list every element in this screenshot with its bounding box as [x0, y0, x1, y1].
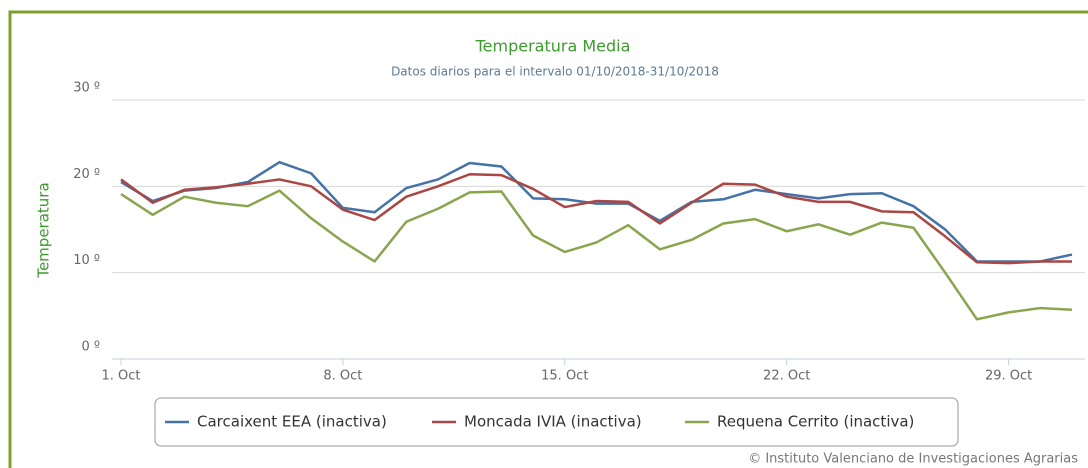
y-tick-label: 20 º	[73, 167, 100, 182]
legend-label: Moncada IVIA (inactiva)	[464, 413, 642, 431]
chart-subtitle: Datos diarios para el intervalo 01/10/20…	[391, 65, 719, 79]
legend-label: Requena Cerrito (inactiva)	[717, 413, 914, 431]
chart-title: Temperatura Media	[475, 37, 631, 56]
series-line	[120, 189, 1073, 321]
y-axis-title: Temperatura	[35, 182, 53, 278]
legend-box	[154, 397, 959, 447]
y-tick-label: 30 º	[73, 81, 100, 96]
y-tick-label: 10 º	[73, 253, 100, 268]
series-line	[120, 172, 1072, 265]
y-tick-label: 0 º	[81, 340, 100, 355]
x-tick-label: 15. Oct	[541, 369, 588, 384]
x-tick-label: 1. Oct	[101, 369, 140, 384]
credit: © Instituto Valenciano de Investigacione…	[748, 452, 1078, 467]
frame	[8, 10, 1088, 468]
legend-label: Carcaixent EEA (inactiva)	[197, 413, 387, 431]
series-line	[120, 160, 1073, 263]
x-tick-label: 22. Oct	[763, 369, 810, 384]
x-tick-label: 8. Oct	[323, 369, 362, 384]
x-tick-label: 29. Oct	[985, 369, 1032, 384]
